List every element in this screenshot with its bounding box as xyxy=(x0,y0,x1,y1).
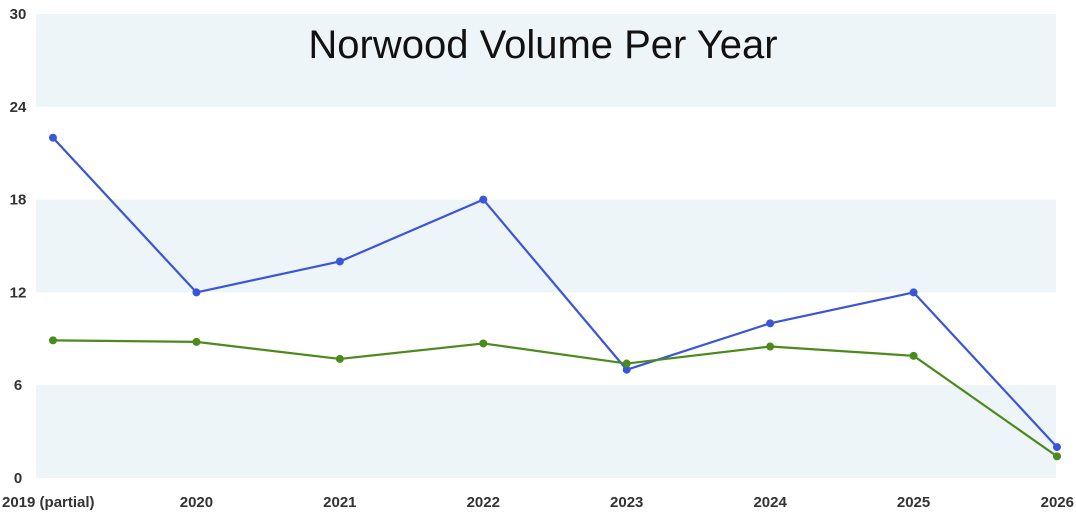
y-axis: 0 6 12 18 24 30 xyxy=(10,6,27,487)
series-1-point xyxy=(192,288,201,297)
x-tick-label: 2023 xyxy=(610,494,643,511)
grid-band xyxy=(36,199,1056,293)
x-tick-label: 2026 xyxy=(1041,494,1074,511)
y-tick-label: 12 xyxy=(10,284,27,301)
series-points xyxy=(49,133,1061,461)
grid-band xyxy=(36,385,1056,478)
series-1-point xyxy=(49,133,57,142)
y-tick-label: 30 xyxy=(10,6,27,23)
series-2-point xyxy=(766,342,775,351)
x-tick-label: 2021 xyxy=(323,494,356,511)
y-tick-label: 6 xyxy=(14,377,22,394)
grid-band xyxy=(36,14,1056,107)
series-line-1 xyxy=(52,136,1058,448)
series-1-point xyxy=(766,319,775,328)
x-tick-label: 2022 xyxy=(467,494,500,511)
series-2-point xyxy=(335,354,344,363)
series-2-point xyxy=(1053,452,1061,461)
series-1-point xyxy=(335,257,344,266)
x-tick-label: 2025 xyxy=(897,494,930,511)
series-1-point xyxy=(909,288,918,297)
series-1-point xyxy=(479,195,488,204)
grid-bands xyxy=(36,14,1056,478)
x-tick-label: 2019 (partial) xyxy=(2,494,95,511)
x-tick-label: 2020 xyxy=(180,494,213,511)
series-1-point xyxy=(1053,443,1061,452)
y-tick-label: 0 xyxy=(14,470,22,487)
series-2-point xyxy=(49,336,57,345)
x-tick-label: 2024 xyxy=(753,494,787,511)
series-line-2 xyxy=(52,339,1058,458)
x-axis: 2019 (partial) 2020 2021 2022 2023 2024 2025 20… xyxy=(2,494,1074,511)
y-tick-label: 24 xyxy=(10,99,27,116)
series-2-point xyxy=(479,339,488,348)
y-tick-label: 18 xyxy=(10,192,27,209)
series-2-point xyxy=(909,351,918,360)
series-2-point xyxy=(192,337,201,346)
series-lines xyxy=(52,136,1058,458)
chart-title: Norwood Volume Per Year xyxy=(308,23,777,67)
series-1-point xyxy=(622,365,631,374)
series-2-point xyxy=(622,359,631,368)
